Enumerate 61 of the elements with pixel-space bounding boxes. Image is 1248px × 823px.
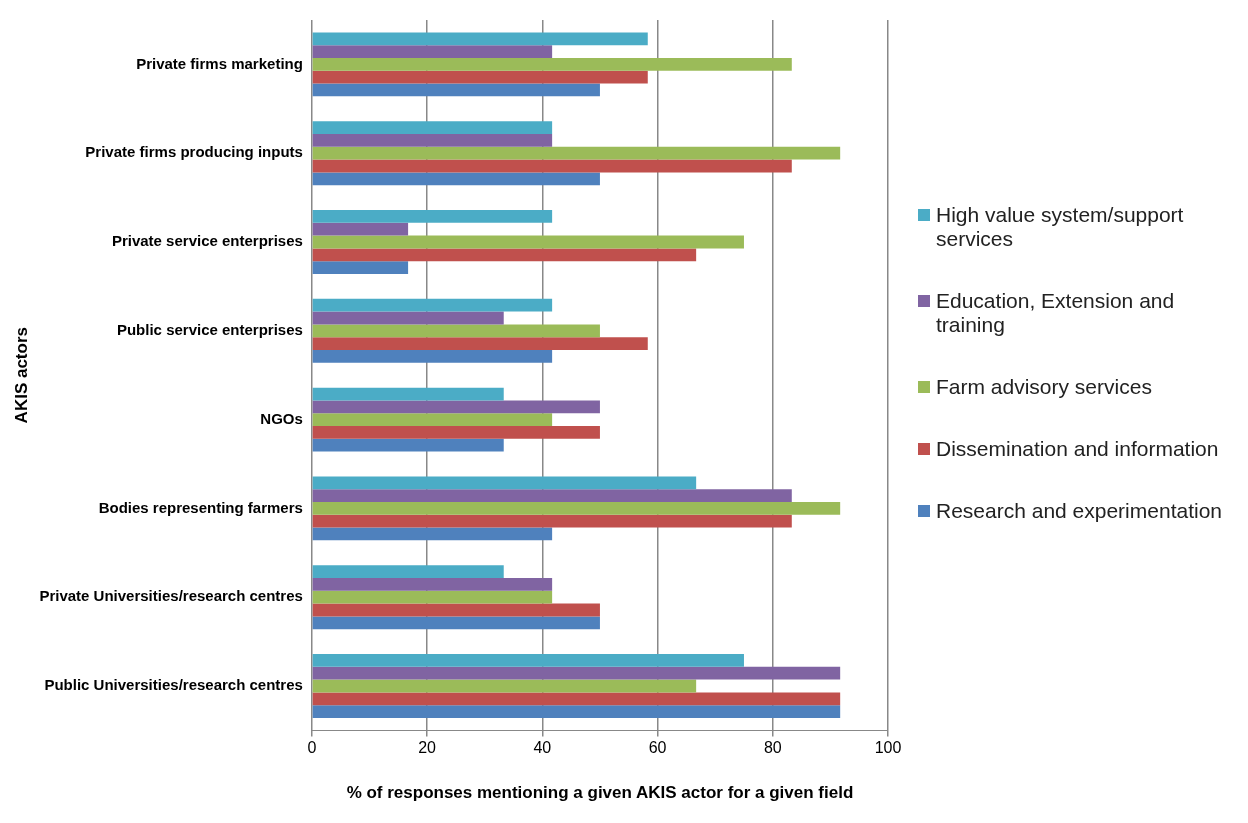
bar <box>312 172 600 186</box>
y-tick-label: NGOs <box>260 409 303 427</box>
bar <box>312 210 553 223</box>
bar <box>312 261 409 274</box>
bar <box>312 222 409 236</box>
bar <box>312 121 553 135</box>
y-tick-label: Bodies representing farmers <box>98 498 303 516</box>
bar <box>312 248 697 262</box>
x-tick-label: 40 <box>533 739 552 757</box>
x-tick-label: 80 <box>763 739 782 757</box>
legend-label: Research and experimentation <box>936 499 1223 523</box>
bar <box>312 337 648 350</box>
bar <box>312 565 504 579</box>
y-tick-label: Private Universities/research centres <box>39 587 303 605</box>
bar <box>312 476 697 490</box>
bar <box>312 705 841 718</box>
bar <box>312 603 600 617</box>
legend-label: High value system/support services <box>936 203 1185 251</box>
x-tick-label: 0 <box>307 739 317 757</box>
bar <box>312 666 841 680</box>
bar <box>312 438 504 452</box>
y-axis-title: AKIS actors <box>11 327 31 424</box>
bar <box>312 692 841 706</box>
legend-label: Education, Extension and training <box>936 289 1176 337</box>
bar <box>312 578 553 591</box>
x-tick-label: 20 <box>418 739 437 757</box>
bar <box>312 400 600 414</box>
y-tick-label: Private firms marketing <box>136 54 303 72</box>
y-tick-label: Public service enterprises <box>116 320 303 338</box>
bar <box>312 146 841 160</box>
bar <box>312 235 744 249</box>
bar <box>312 387 504 401</box>
x-tick-label: 60 <box>648 739 667 757</box>
bar <box>312 298 553 312</box>
bar <box>312 527 553 541</box>
bar <box>312 616 600 630</box>
y-tick-label: Private firms producing inputs <box>85 143 303 161</box>
y-tick-label: Private service enterprises <box>111 232 303 250</box>
bar <box>312 654 744 667</box>
bar <box>312 32 648 46</box>
y-tick-label: Public Universities/research centres <box>44 676 303 694</box>
bar <box>312 514 792 528</box>
x-axis-title: % of responses mentioning a given AKIS actor for a given field <box>346 783 854 803</box>
bar <box>312 489 792 503</box>
x-tick-label: 100 <box>874 739 902 757</box>
bar <box>312 159 792 173</box>
bar <box>312 83 600 97</box>
legend-label: Dissemination and information <box>936 437 1219 461</box>
bar <box>312 311 504 325</box>
bar <box>312 679 697 693</box>
bar <box>312 58 792 71</box>
bar <box>312 324 600 338</box>
bar <box>312 134 553 147</box>
bar <box>312 425 600 439</box>
bar <box>312 590 553 604</box>
bar <box>312 413 553 426</box>
bar <box>312 502 841 515</box>
bar <box>312 45 553 59</box>
legend-label: Farm advisory services <box>936 375 1152 399</box>
bar <box>312 70 648 84</box>
bar <box>312 349 553 363</box>
